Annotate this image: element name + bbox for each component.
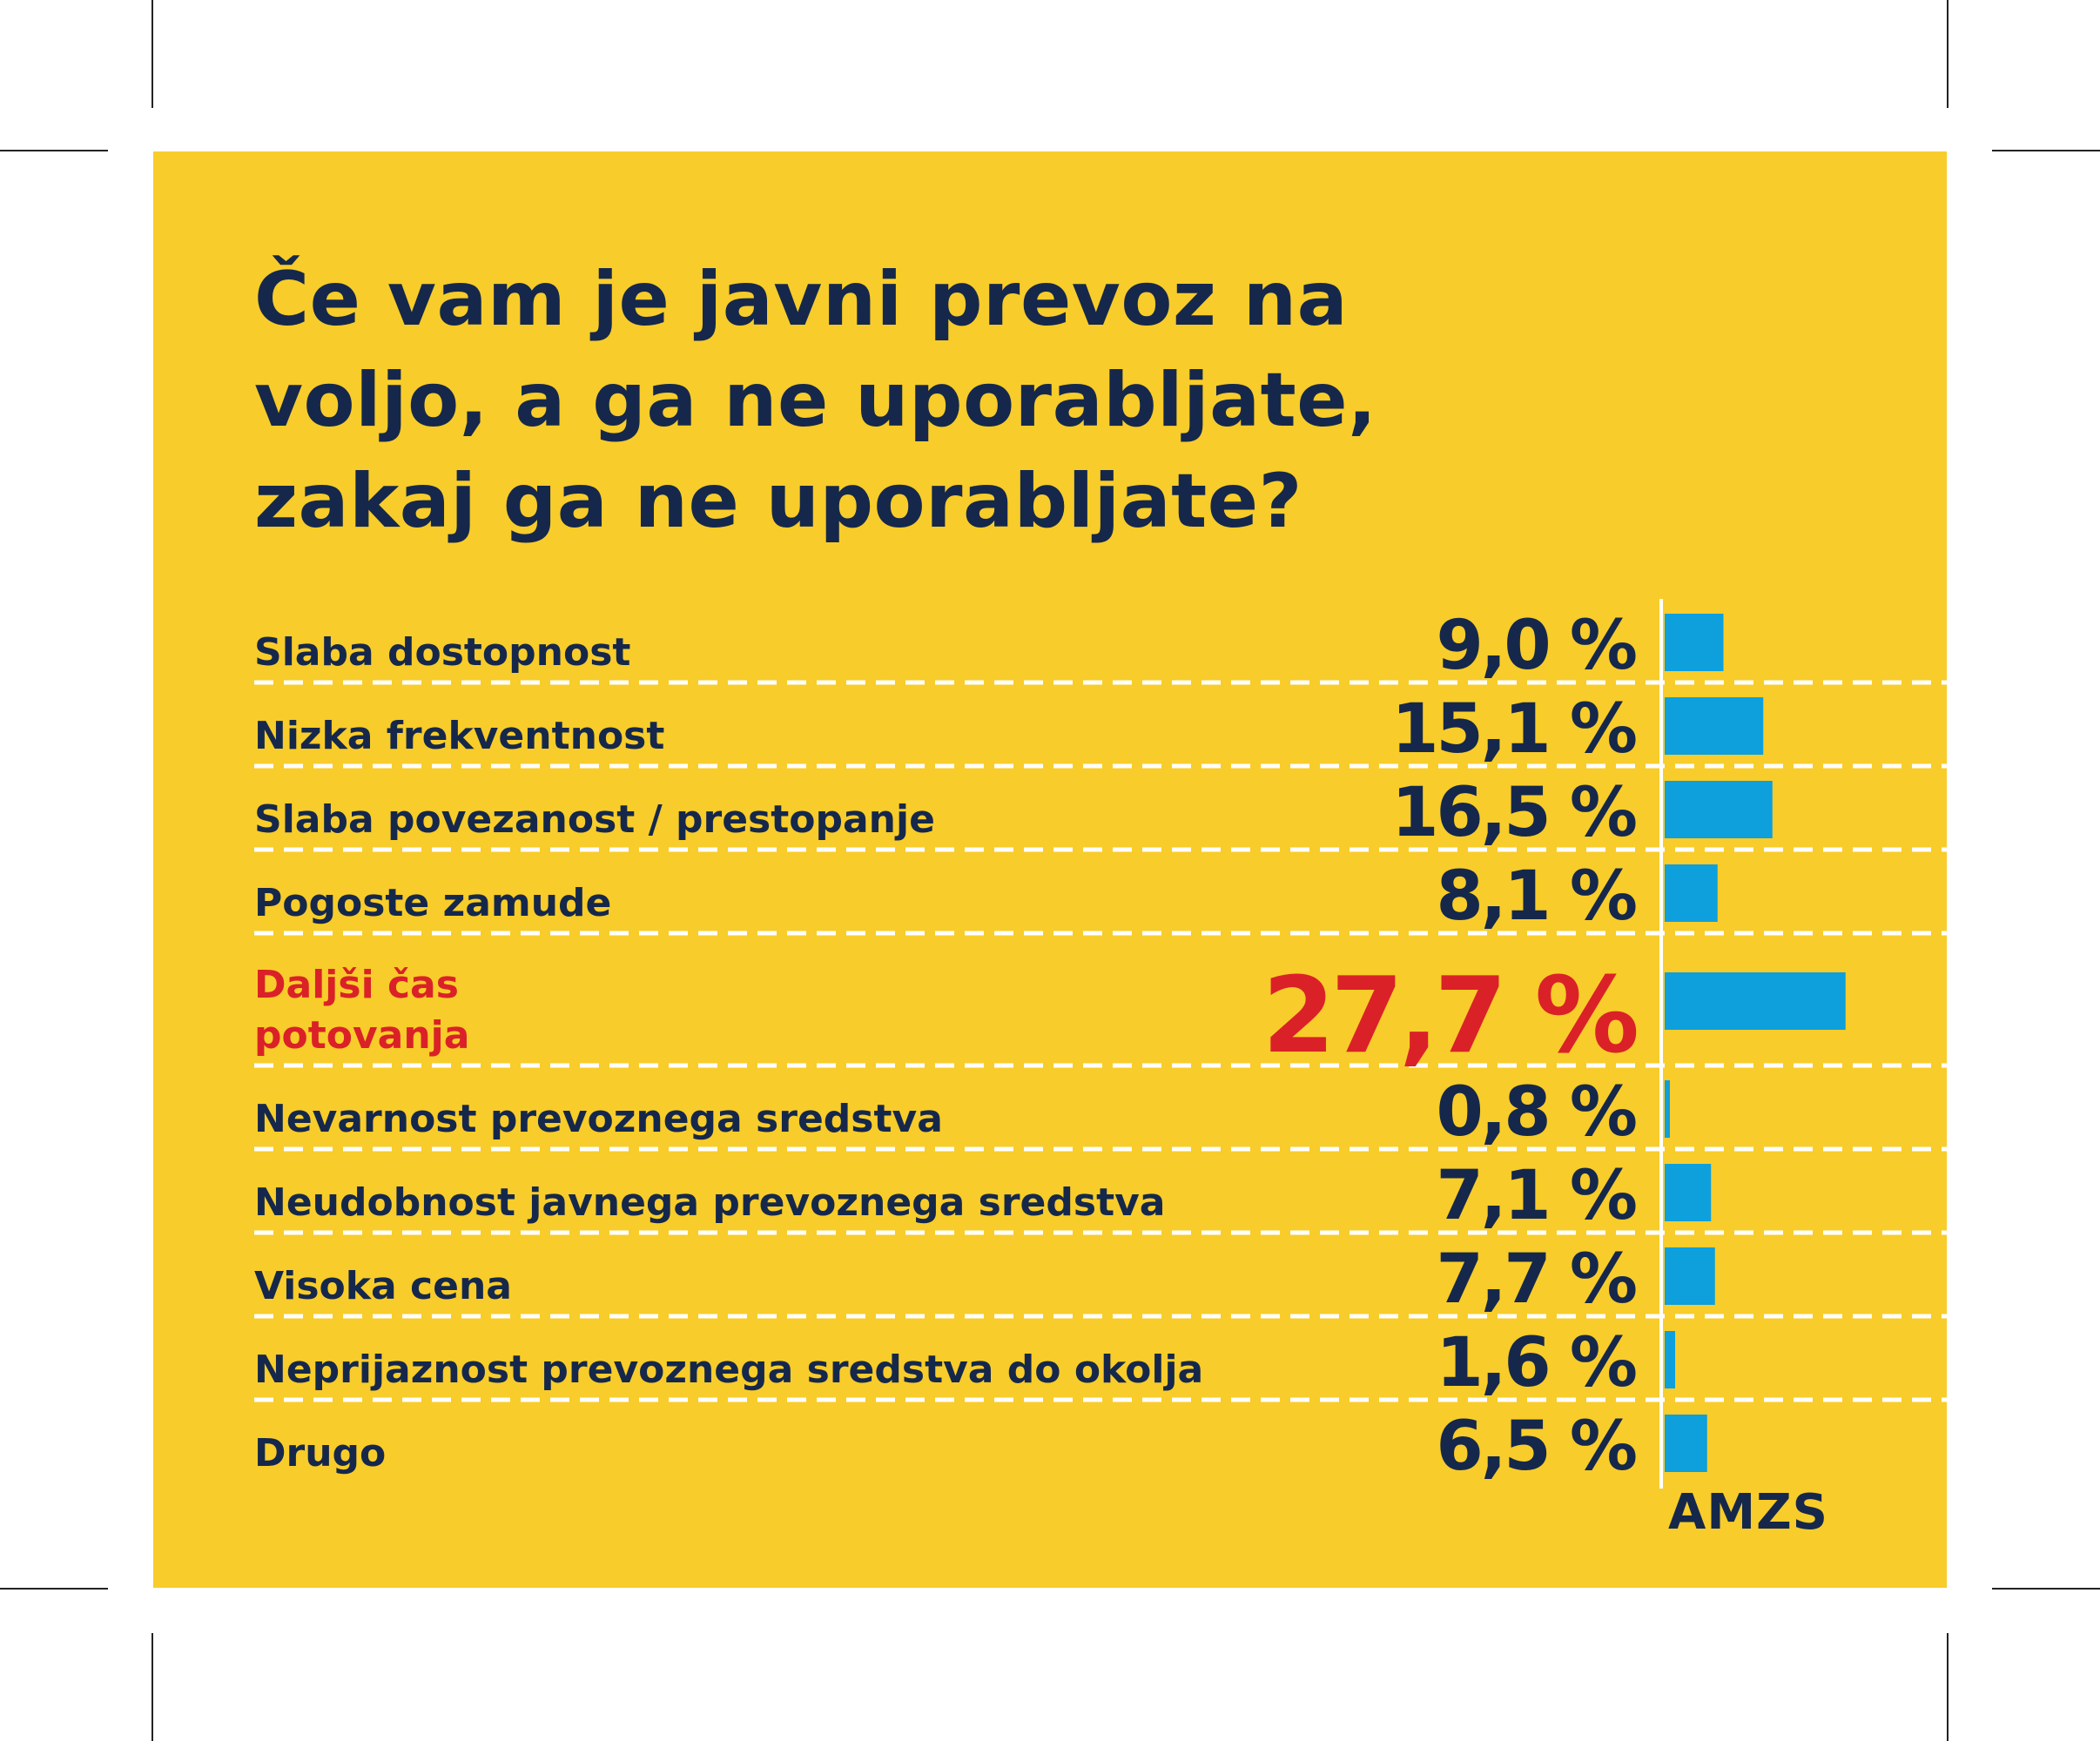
category-label: Slaba povezanost / prestopanje: [254, 797, 935, 842]
crop-mark: [151, 1633, 153, 1741]
category-label: potovanja: [254, 1013, 469, 1058]
bar-chart: Slaba dostopnost 9,0 % Nizka frekventnost 1…: [254, 599, 1947, 1489]
value-label: 7,1 %: [1437, 1157, 1636, 1235]
crop-mark: [0, 150, 108, 151]
crop-mark: [1947, 0, 1949, 108]
category-label: Visoka cena: [254, 1264, 512, 1308]
crop-mark: [1992, 1588, 2100, 1590]
bar: [1665, 1247, 1715, 1305]
value-label: 8,1 %: [1437, 857, 1636, 936]
bar: [1665, 1080, 1670, 1138]
bar: [1665, 1164, 1712, 1221]
value-label: 27,7 %: [1262, 956, 1637, 1077]
bar: [1665, 614, 1724, 671]
category-label: Daljši čas: [254, 963, 459, 1007]
category-label: Pogoste zamude: [254, 881, 611, 925]
bar: [1665, 1331, 1675, 1388]
crop-mark: [0, 1588, 108, 1590]
value-label: 9,0 %: [1437, 607, 1636, 685]
bar: [1665, 697, 1764, 755]
value-label: 6,5 %: [1437, 1408, 1636, 1486]
category-label: Neprijaznost prevoznega sredstva do okol…: [254, 1348, 1203, 1392]
value-label: 7,7 %: [1437, 1240, 1636, 1319]
category-label: Drugo: [254, 1431, 386, 1475]
bar: [1665, 864, 1718, 922]
value-label: 1,6 %: [1437, 1324, 1636, 1402]
bar: [1665, 1415, 1707, 1472]
chart-title: Če vam je javni prevoz na voljo, a ga ne…: [254, 256, 1377, 545]
infographic-panel: Če vam je javni prevoz na voljo, a ga ne…: [153, 151, 1947, 1588]
value-label: 0,8 %: [1437, 1073, 1636, 1152]
crop-mark: [1992, 150, 2100, 151]
category-label: Nevarnost prevoznega sredstva: [254, 1097, 943, 1141]
value-label: 16,5 %: [1391, 774, 1636, 852]
category-label: Nizka frekventnost: [254, 714, 664, 758]
brand-logo-text: AMZS: [1668, 1484, 1829, 1541]
crop-mark: [1947, 1633, 1949, 1741]
category-label: Slaba dostopnost: [254, 630, 630, 675]
crop-mark: [151, 0, 153, 108]
category-label: Neudobnost javnega prevoznega sredstva: [254, 1180, 1165, 1225]
bar: [1665, 781, 1773, 838]
value-label: 15,1 %: [1391, 690, 1636, 769]
bar: [1665, 972, 1846, 1030]
